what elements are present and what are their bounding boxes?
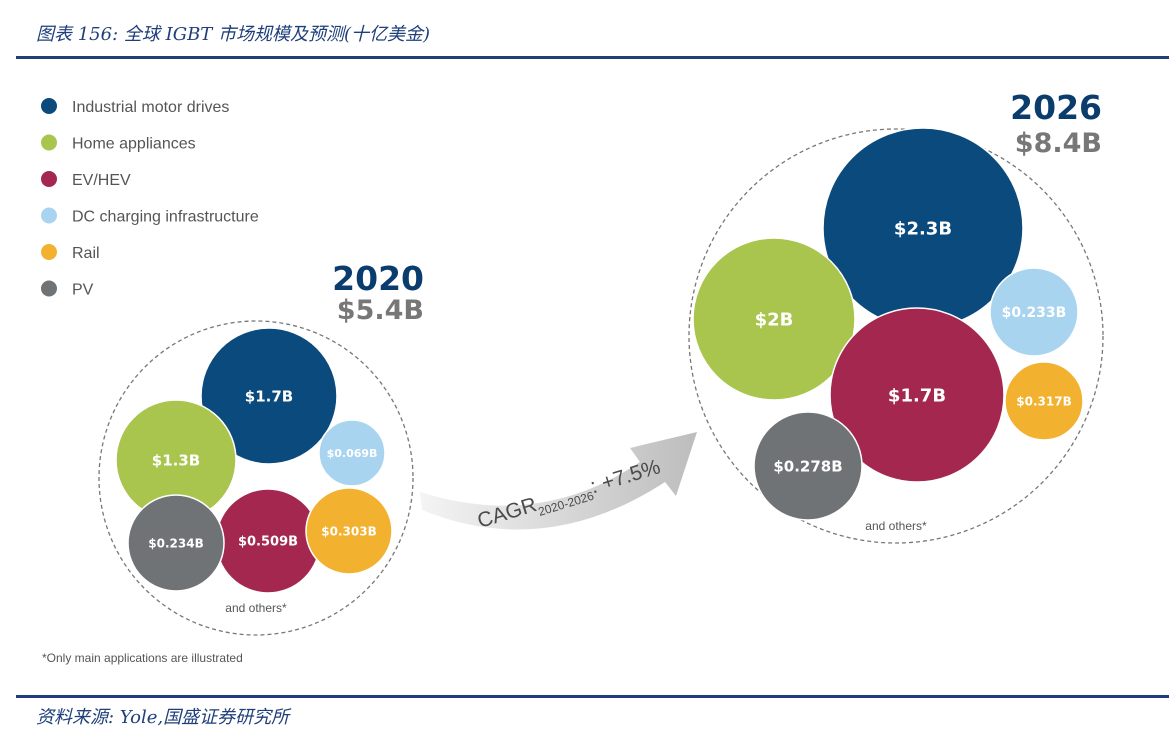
bubble-value-label: $0.303B: [321, 524, 376, 538]
group-2026: $2.3B $2B $1.7B $0.233B $0.317B $0.278B 2026$8…: [688, 88, 1104, 544]
year-label: 2020: [332, 259, 424, 298]
legend-item: PV: [41, 280, 94, 299]
bubble-value-label: $2.3B: [894, 218, 952, 239]
bubble-rail: [1004, 361, 1084, 441]
legend-swatch: [41, 207, 57, 224]
bubble-value-label: $0.278B: [773, 457, 842, 475]
legend: Industrial motor drives Home appliances EV…: [41, 98, 259, 299]
bubble-home-appliances: [692, 237, 856, 401]
legend-item: DC charging infrastructure: [41, 207, 259, 226]
legend-label: Rail: [72, 245, 100, 262]
legend-item: EV/HEV: [41, 171, 131, 189]
bubble-dc-charging-infrastructure: [989, 267, 1079, 357]
legend-label: PV: [72, 282, 94, 299]
total-label: $5.4B: [337, 295, 424, 326]
bottom-rule: [16, 695, 1169, 698]
bubble-pv: [127, 494, 225, 592]
others-note: and others*: [225, 601, 287, 615]
legend-swatch: [41, 134, 57, 151]
cagr-arrow-shape: [420, 432, 697, 530]
group-2020: $1.7B $1.3B $0.509B $0.069B $0.303B $0.234B 20…: [98, 259, 424, 636]
legend-swatch: [41, 280, 57, 297]
legend-label: Industrial motor drives: [72, 99, 229, 116]
bubble-value-label: $2B: [755, 309, 794, 330]
footnote: *Only main applications are illustrated: [42, 651, 243, 665]
top-rule: [16, 56, 1169, 59]
bubble-ev-hev: [829, 307, 1005, 483]
group-outline: [98, 320, 414, 636]
legend-swatch: [41, 98, 57, 114]
legend-label: Home appliances: [72, 136, 196, 153]
bubble-rail: [305, 487, 393, 575]
figure-title: 图表 156: 全球 IGBT 市场规模及预测(十亿美金): [36, 24, 431, 45]
bubble-value-label: $0.233B: [1002, 305, 1067, 321]
bubble-value-label: $0.069B: [327, 447, 378, 460]
bubble-value-label: $1.7B: [888, 385, 946, 406]
bubble-value-label: $1.3B: [152, 451, 200, 469]
cagr-arrow: CAGR2020-2026: +7.5%: [420, 432, 697, 533]
legend-label: DC charging infrastructure: [72, 209, 259, 226]
legend-item: Industrial motor drives: [41, 98, 229, 116]
year-label: 2026: [1010, 88, 1102, 127]
legend-label: EV/HEV: [72, 172, 131, 189]
total-label: $8.4B: [1015, 128, 1102, 159]
bubble-pv: [753, 411, 863, 521]
legend-item: Rail: [41, 244, 100, 262]
others-note: and others*: [865, 519, 927, 533]
bubble-industrial-motor-drives: [200, 327, 338, 465]
bubble-value-label: $0.317B: [1016, 394, 1071, 408]
source-note: 资料来源: Yole,国盛证券研究所: [36, 707, 290, 728]
bubble-value-label: $0.509B: [238, 535, 298, 550]
legend-item: Home appliances: [41, 134, 196, 153]
group-outline: [688, 128, 1104, 544]
legend-swatch: [41, 244, 57, 260]
bubble-dc-charging-infrastructure: [318, 419, 386, 487]
bubble-value-label: $1.7B: [245, 387, 293, 405]
bubble-value-label: $0.234B: [148, 536, 203, 550]
legend-swatch: [41, 171, 57, 187]
